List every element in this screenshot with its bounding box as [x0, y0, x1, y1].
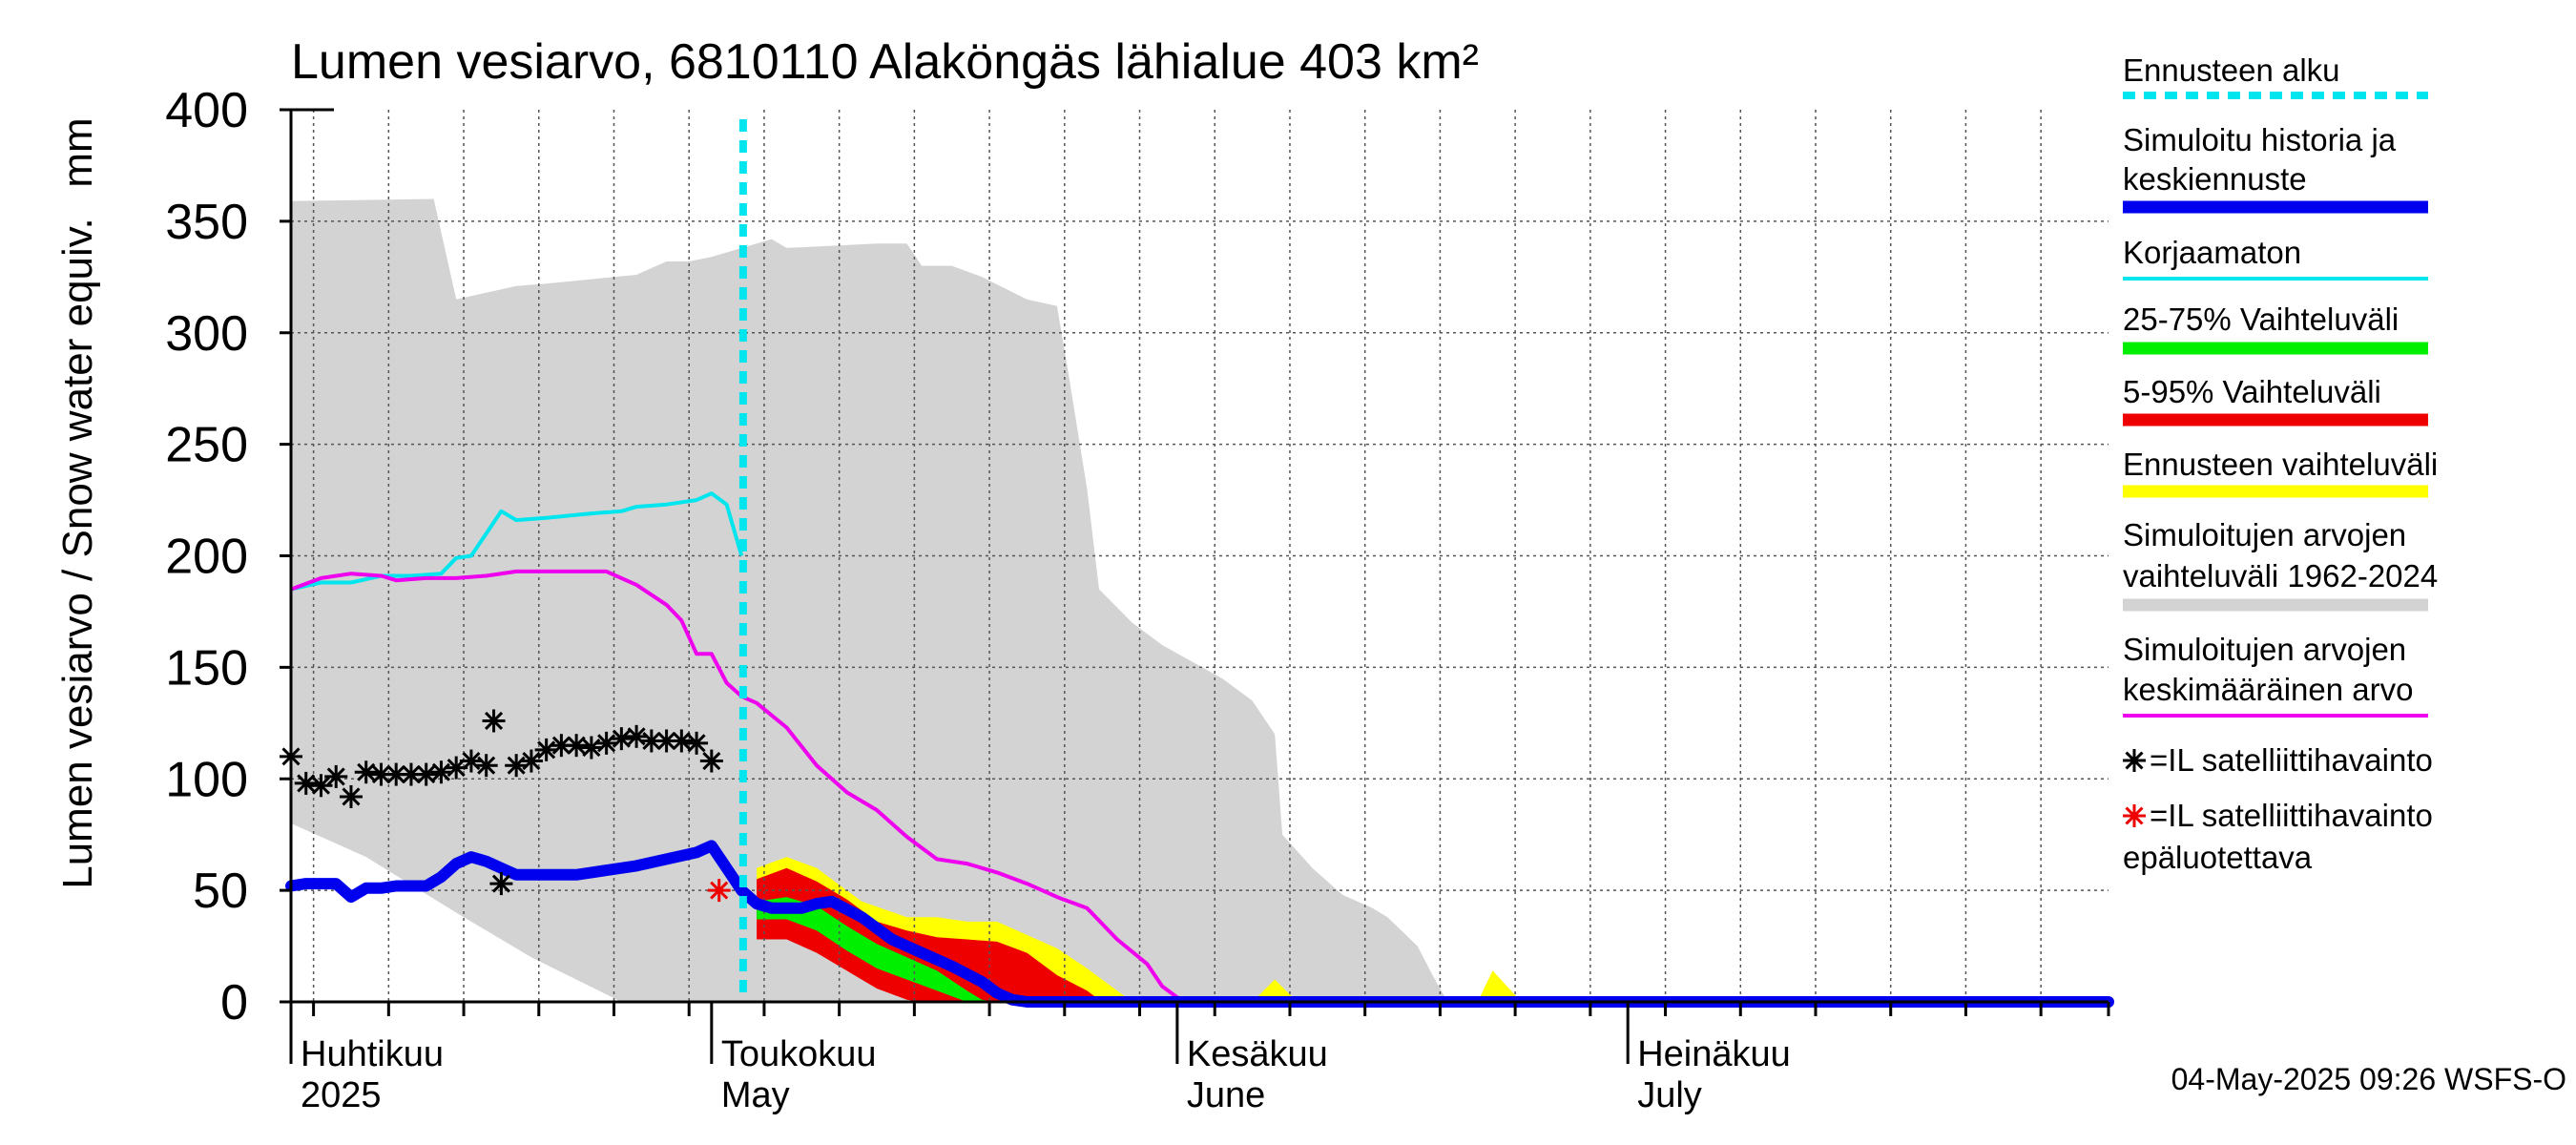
satellite-observation-point: [489, 872, 513, 896]
satellite-observation-point: [459, 749, 483, 773]
star-stroke: [342, 787, 361, 806]
legend-label: epäluotettava: [2123, 840, 2313, 875]
star-stroke: [522, 752, 541, 771]
legend-label: 25-75% Vaihteluväli: [2123, 302, 2399, 337]
star-stroke: [702, 752, 721, 771]
star-stroke: [484, 711, 504, 731]
y-tick-label: 200: [165, 530, 248, 585]
plot-frame: [289, 108, 2109, 1010]
star-stroke: [657, 731, 676, 751]
satellite-observation-point: [324, 764, 348, 788]
chart-title: Lumen vesiarvo, 6810110 Alaköngäs lähial…: [291, 34, 1479, 90]
star-stroke: [326, 767, 345, 786]
legend-label: =IL satelliittihavainto: [2150, 742, 2433, 778]
simulated-line: [285, 840, 2114, 1008]
x-month-label-en: July: [1637, 1075, 1702, 1115]
y-tick-label: 100: [165, 752, 248, 807]
plot-lines: [280, 119, 2114, 1008]
satellite-observation-point: [369, 762, 393, 786]
y-tick-label: 150: [165, 640, 248, 696]
satellite-observation-point: [594, 731, 618, 755]
y-tick-label: 300: [165, 306, 248, 362]
x-month-label-en: 2025: [301, 1075, 382, 1115]
star-stroke: [402, 765, 421, 784]
star-stroke: [551, 736, 571, 755]
star-stroke: [2125, 806, 2144, 825]
satellite-observation-point: [519, 749, 543, 773]
legend-label: Ennusteen vaihteluväli: [2123, 447, 2438, 482]
satellite-observation-point: [565, 734, 589, 758]
legend-label: Simuloitujen arvojen: [2123, 517, 2406, 552]
star-stroke: [627, 727, 646, 746]
legend-label: Ennusteen alku: [2123, 52, 2340, 88]
x-month-label-en: June: [1187, 1075, 1265, 1115]
forecast-range-bump-1: [1477, 970, 1523, 1002]
star-stroke: [417, 765, 436, 784]
satellite-observation-point: [354, 760, 378, 784]
star-stroke: [687, 734, 706, 753]
satellite-observation-point: [414, 762, 438, 786]
x-month-label-fi: Huhtikuu: [301, 1034, 444, 1074]
y-tick-label: 250: [165, 418, 248, 473]
satellite-observation-point: [482, 709, 506, 733]
satellite-observation-point: [685, 731, 709, 755]
satellite-observation-point: [294, 771, 318, 795]
star-stroke: [672, 731, 691, 751]
star-stroke: [462, 752, 481, 771]
star-stroke: [311, 776, 331, 795]
legend-label: vaihteluväli 1962-2024: [2123, 558, 2438, 593]
x-month-label-fi: Toukokuu: [721, 1034, 877, 1074]
legend-label: Korjaamaton: [2123, 235, 2301, 270]
y-tick-label: 0: [220, 975, 248, 1030]
x-month-label-fi: Kesäkuu: [1187, 1034, 1328, 1074]
star-stroke: [710, 881, 729, 900]
legend-swatch-sat_bad: [2123, 804, 2146, 827]
legend-label: 5-95% Vaihteluväli: [2123, 374, 2381, 409]
star-stroke: [642, 731, 661, 751]
legend-label: Simuloitujen arvojen: [2123, 632, 2406, 667]
satellite-observation-point: [384, 762, 408, 786]
star-stroke: [491, 874, 510, 893]
star-stroke: [477, 756, 496, 775]
star-stroke: [371, 765, 391, 784]
satellite-observation-point: [550, 734, 573, 758]
satellite-observation-point: [670, 729, 694, 753]
satellite-observation-point: [579, 736, 603, 760]
star-stroke: [357, 762, 376, 781]
legend-label: Simuloitu historia ja: [2123, 122, 2397, 157]
satellite-observation-point: [429, 760, 453, 784]
satellite-observation-point: [505, 754, 529, 778]
y-tick-label: 50: [193, 864, 248, 919]
legend: Ennusteen alku Simuloitu historia ja keski…: [2123, 52, 2438, 875]
satellite-observation-point: [625, 724, 649, 748]
legend-swatch-sat: [2123, 749, 2146, 772]
satellite-observation-unreliable-point: [707, 879, 731, 903]
legend-label: keskimääräinen arvo: [2123, 672, 2413, 707]
satellite-observation-point: [309, 774, 333, 798]
legend-label: =IL satelliittihavainto: [2150, 798, 2433, 833]
satellite-observation-point: [474, 754, 498, 778]
star-stroke: [386, 765, 405, 784]
star-stroke: [2125, 751, 2144, 770]
star-stroke: [612, 729, 631, 748]
satellite-observation-point: [534, 738, 558, 761]
x-month-label-fi: Heinäkuu: [1637, 1034, 1791, 1074]
y-tick-label: 400: [165, 83, 248, 138]
satellite-observation-point: [339, 784, 363, 808]
band-25-75: [757, 897, 997, 1002]
star-stroke: [297, 774, 316, 793]
y-axis-unit: mm: [54, 117, 101, 187]
satellite-observation-point: [610, 727, 634, 751]
x-month-label-en: May: [721, 1075, 790, 1115]
y-axis-label: Lumen vesiarvo / Snow water equiv.: [54, 218, 101, 889]
satellite-observation-point: [699, 749, 723, 773]
footer-timestamp: 04-May-2025 09:26 WSFS-O: [2171, 1062, 2566, 1096]
star-stroke: [567, 736, 586, 755]
legend-label: keskiennuste: [2123, 161, 2307, 197]
y-tick-label: 350: [165, 195, 248, 250]
axis-ticks: [280, 108, 2110, 1064]
